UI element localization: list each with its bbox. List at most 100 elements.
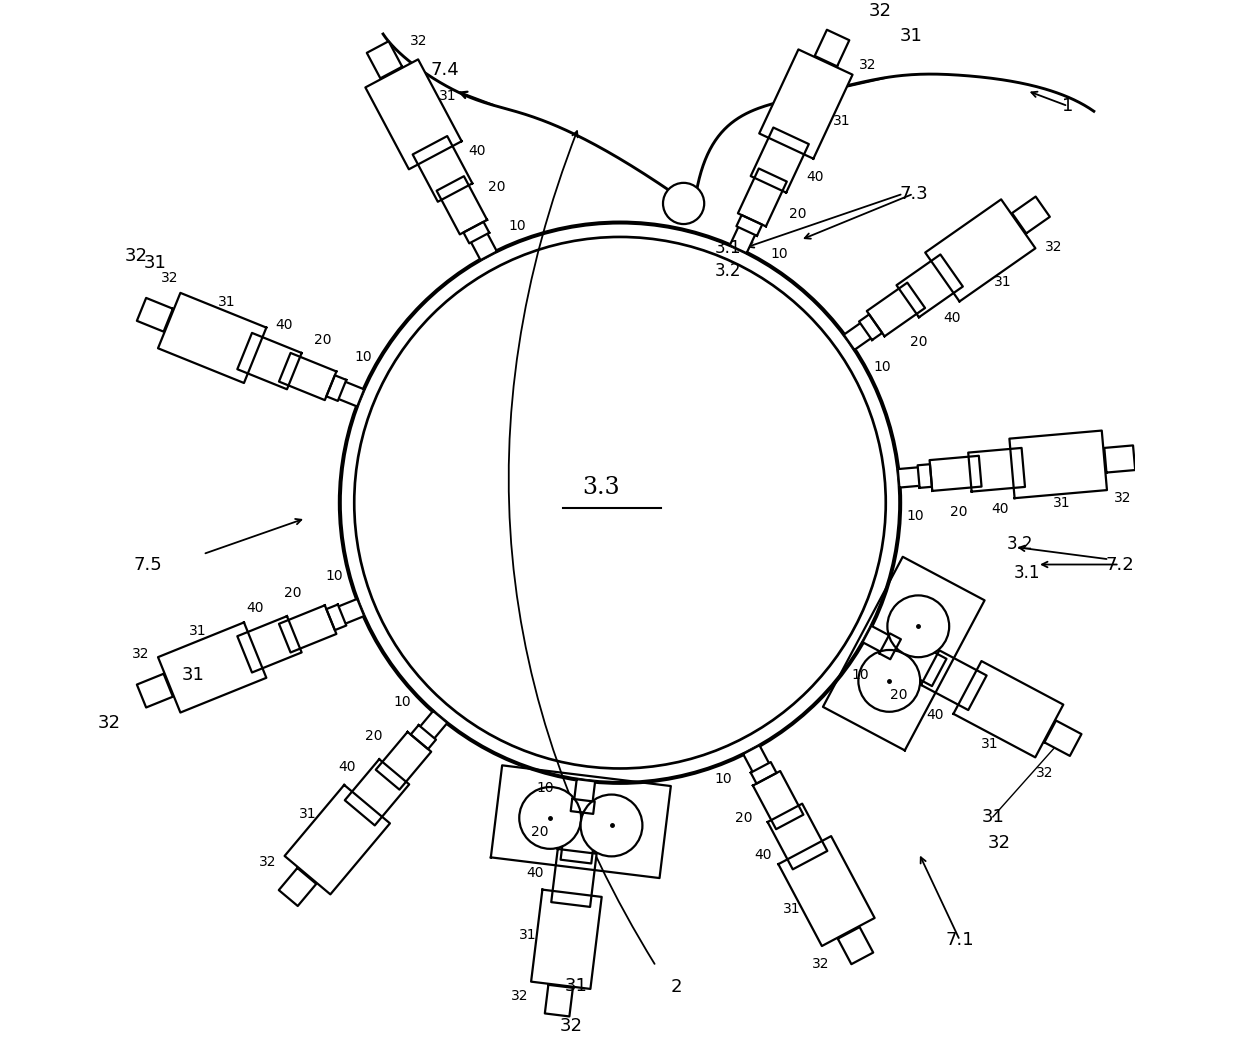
Text: 31: 31 xyxy=(144,254,166,273)
Text: 40: 40 xyxy=(806,170,825,184)
Circle shape xyxy=(520,787,582,849)
Text: 32: 32 xyxy=(161,272,179,285)
Polygon shape xyxy=(1012,197,1050,233)
Polygon shape xyxy=(925,199,1035,302)
Polygon shape xyxy=(743,746,771,777)
Text: 32: 32 xyxy=(987,834,1011,851)
Text: 3.3: 3.3 xyxy=(583,476,620,499)
Polygon shape xyxy=(326,605,346,630)
Polygon shape xyxy=(897,254,962,317)
Text: 32: 32 xyxy=(410,34,428,49)
Text: 20: 20 xyxy=(735,812,753,825)
Text: 10: 10 xyxy=(851,668,869,681)
Polygon shape xyxy=(779,836,874,946)
Text: 31: 31 xyxy=(439,89,456,103)
Text: 32: 32 xyxy=(98,714,120,732)
Polygon shape xyxy=(574,779,595,807)
Polygon shape xyxy=(544,985,573,1016)
Polygon shape xyxy=(413,136,472,202)
Text: 10: 10 xyxy=(537,781,554,795)
Polygon shape xyxy=(867,283,925,336)
Text: 31: 31 xyxy=(832,114,851,128)
Polygon shape xyxy=(930,456,982,491)
Text: 7.2: 7.2 xyxy=(1105,556,1133,573)
Text: 31: 31 xyxy=(518,927,537,942)
Circle shape xyxy=(663,183,704,224)
Text: 32: 32 xyxy=(131,647,149,662)
Text: 3.1: 3.1 xyxy=(714,240,742,257)
Polygon shape xyxy=(738,168,787,226)
Text: 32: 32 xyxy=(1035,765,1053,780)
Polygon shape xyxy=(888,636,946,686)
Text: 20: 20 xyxy=(950,505,967,520)
Polygon shape xyxy=(464,222,490,244)
Polygon shape xyxy=(334,380,365,407)
Polygon shape xyxy=(345,759,409,825)
Polygon shape xyxy=(552,849,596,907)
Polygon shape xyxy=(863,625,894,654)
Text: 10: 10 xyxy=(714,773,732,786)
Text: 31: 31 xyxy=(1053,497,1070,510)
Polygon shape xyxy=(753,772,804,830)
Polygon shape xyxy=(843,320,875,349)
Polygon shape xyxy=(376,732,432,789)
Polygon shape xyxy=(136,298,172,332)
Polygon shape xyxy=(768,804,827,869)
Polygon shape xyxy=(954,661,1064,757)
Text: 20: 20 xyxy=(890,689,908,702)
Polygon shape xyxy=(366,59,461,169)
Text: 7.3: 7.3 xyxy=(899,185,928,202)
Circle shape xyxy=(888,595,949,657)
Text: 10: 10 xyxy=(325,569,343,583)
Polygon shape xyxy=(367,41,402,79)
Text: 10: 10 xyxy=(770,247,787,261)
Text: 32: 32 xyxy=(859,58,877,72)
Text: 20: 20 xyxy=(789,207,806,221)
Text: 31: 31 xyxy=(564,977,588,994)
Text: 3.2: 3.2 xyxy=(714,262,742,280)
Polygon shape xyxy=(157,292,267,383)
Text: 32: 32 xyxy=(511,989,528,1003)
Polygon shape xyxy=(469,229,497,260)
Polygon shape xyxy=(759,50,853,159)
Text: 32: 32 xyxy=(1115,491,1132,505)
Text: 32: 32 xyxy=(869,2,892,20)
Text: 10: 10 xyxy=(508,219,526,233)
Text: 40: 40 xyxy=(339,760,356,775)
Text: 31: 31 xyxy=(188,624,206,638)
Polygon shape xyxy=(410,725,436,749)
Polygon shape xyxy=(968,448,1025,492)
Circle shape xyxy=(340,223,900,783)
Text: 20: 20 xyxy=(284,586,301,599)
Circle shape xyxy=(580,794,642,857)
Circle shape xyxy=(858,650,920,711)
Text: 2: 2 xyxy=(671,978,682,996)
Text: 32: 32 xyxy=(124,247,148,264)
Text: 32: 32 xyxy=(259,854,277,869)
Polygon shape xyxy=(898,467,925,487)
Text: 40: 40 xyxy=(526,866,544,880)
Polygon shape xyxy=(1009,430,1107,498)
Text: 40: 40 xyxy=(469,143,486,158)
Polygon shape xyxy=(815,30,849,66)
Text: 40: 40 xyxy=(246,601,264,615)
Polygon shape xyxy=(136,674,172,707)
Text: 20: 20 xyxy=(365,729,382,742)
Text: 31: 31 xyxy=(181,666,205,684)
Polygon shape xyxy=(570,798,595,814)
Text: 7.5: 7.5 xyxy=(134,556,162,573)
Text: 3.1: 3.1 xyxy=(1013,564,1040,582)
Polygon shape xyxy=(1105,446,1135,473)
Polygon shape xyxy=(918,465,932,487)
Polygon shape xyxy=(436,176,487,234)
Text: 7.4: 7.4 xyxy=(430,61,459,79)
Polygon shape xyxy=(285,785,389,894)
Text: 10: 10 xyxy=(393,695,410,708)
Polygon shape xyxy=(750,128,808,193)
Text: 10: 10 xyxy=(355,349,372,364)
Text: 31: 31 xyxy=(299,808,316,821)
Polygon shape xyxy=(921,650,987,710)
Text: 1: 1 xyxy=(1063,97,1074,115)
Text: 10: 10 xyxy=(873,360,890,374)
Polygon shape xyxy=(560,811,598,864)
